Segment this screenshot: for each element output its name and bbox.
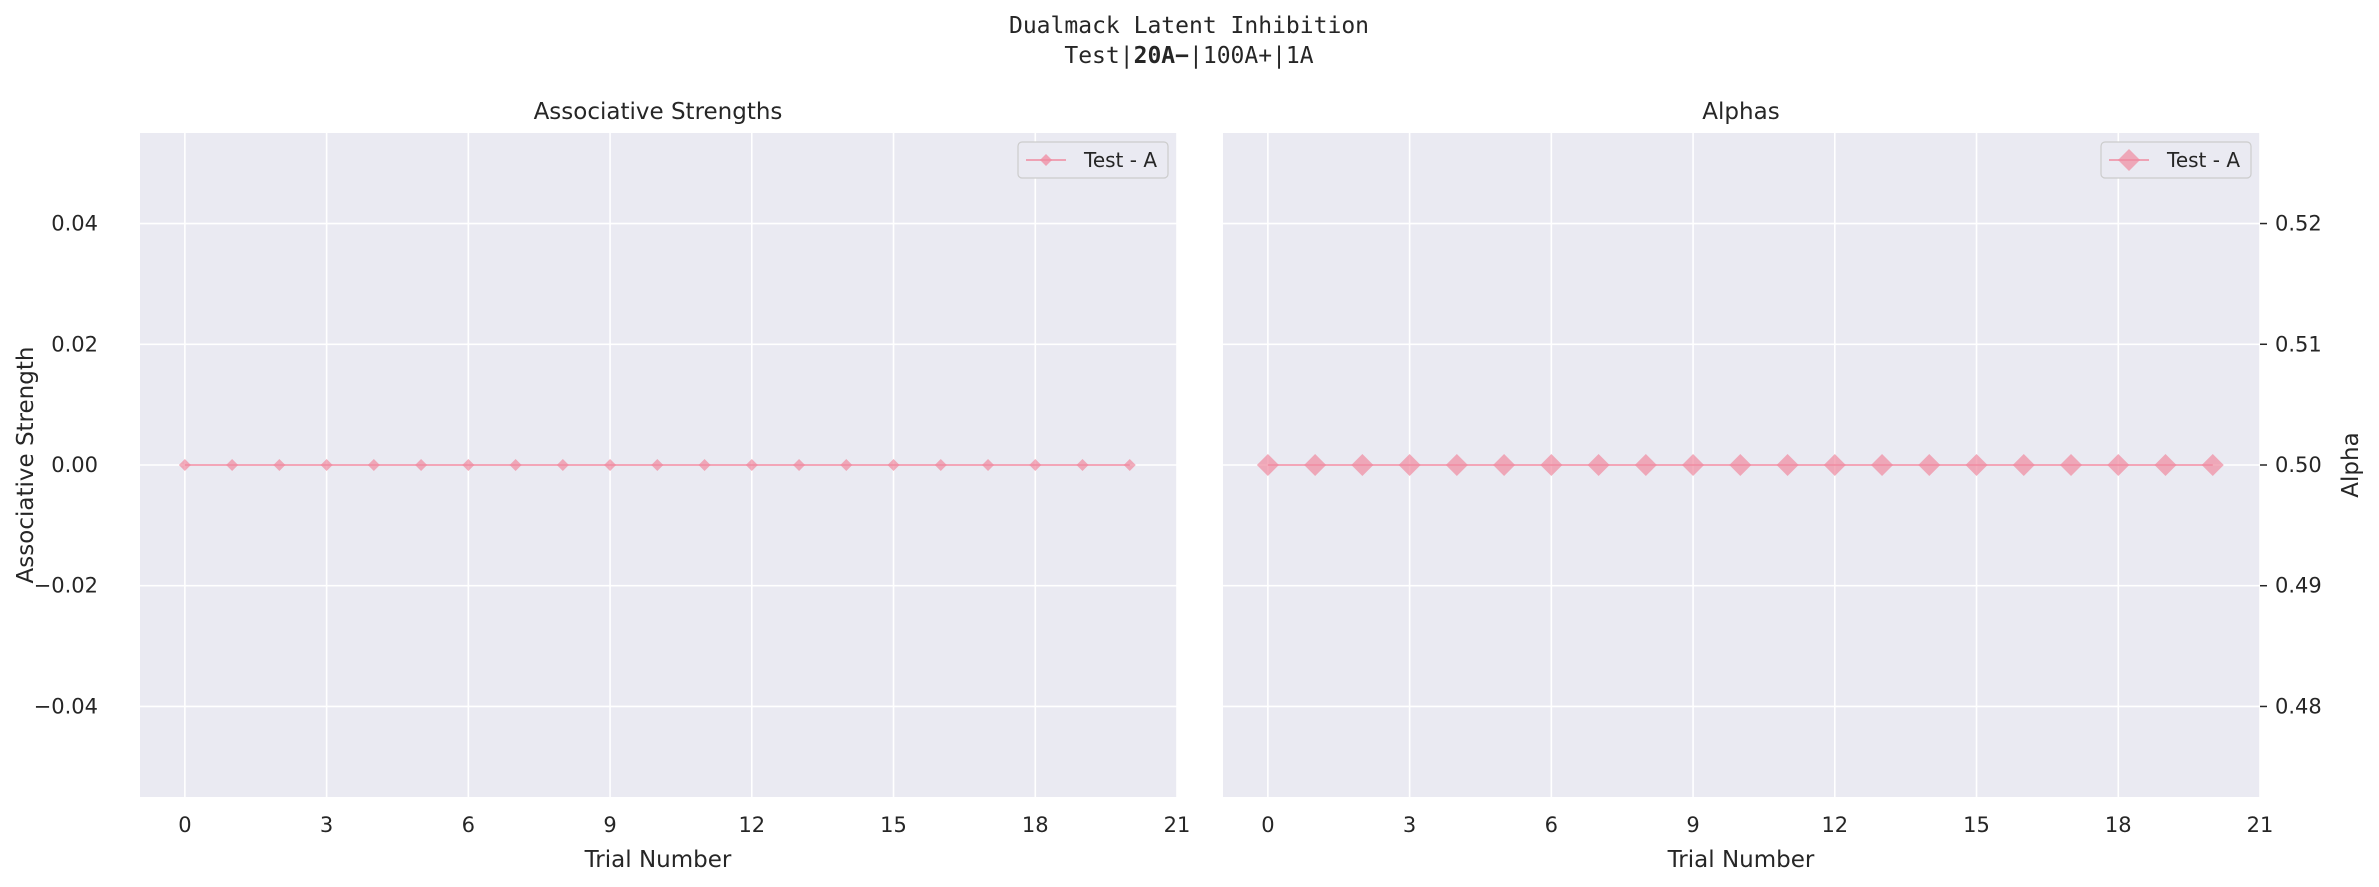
- data-point-diamond: [1445, 454, 1468, 476]
- y-tick-label: 0.49: [2275, 574, 2322, 598]
- data-point-diamond: [2012, 454, 2035, 476]
- x-tick-label: 3: [320, 813, 333, 837]
- data-point-diamond: [982, 459, 995, 471]
- x-tick-label: 15: [880, 813, 907, 837]
- y-tick-label: 0.50: [2275, 453, 2322, 477]
- panel-title: Associative Strengths: [534, 99, 783, 125]
- data-point-diamond: [2201, 454, 2224, 476]
- data-point-diamond: [2107, 454, 2130, 476]
- series-layer: [178, 459, 1136, 471]
- legend-label: Test - A: [2166, 148, 2240, 172]
- data-point-diamond: [887, 459, 900, 471]
- data-point-diamond: [1398, 454, 1421, 476]
- figure-title-suffix: |100A+|1A: [1189, 43, 1314, 69]
- x-tick-label: 0: [1261, 813, 1274, 837]
- x-tick-label: 18: [2105, 813, 2132, 837]
- data-point-diamond: [1587, 454, 1610, 476]
- data-point-diamond: [556, 459, 569, 471]
- data-point-diamond: [934, 459, 947, 471]
- x-tick-labels: 0 3 6 9 12 15 18 21: [1261, 813, 2273, 837]
- alphas-panel: 0 3 6 9 12 15 18 21 0.48 0.49 0.50 0.51 0.52 Alphas…: [1223, 99, 2364, 873]
- x-tick-label: 15: [1963, 813, 1990, 837]
- legend-marker-diamond-icon: [2118, 149, 2140, 171]
- data-point-diamond: [1682, 454, 1705, 476]
- data-point-diamond: [604, 459, 617, 471]
- x-tick-label: 12: [738, 813, 765, 837]
- data-point-diamond: [1918, 454, 1941, 476]
- data-point-diamond: [1123, 459, 1136, 471]
- data-point-diamond: [1776, 454, 1799, 476]
- x-tick-label: 9: [603, 813, 616, 837]
- data-point-diamond: [1076, 459, 1089, 471]
- data-point-diamond: [840, 459, 853, 471]
- data-point-diamond: [178, 459, 191, 471]
- x-axis-label: Trial Number: [1667, 847, 1815, 873]
- x-tick-label: 18: [1022, 813, 1049, 837]
- y-tick-label: 0.02: [51, 332, 98, 356]
- x-tick-label: 3: [1403, 813, 1416, 837]
- data-point-diamond: [1540, 454, 1563, 476]
- data-point-diamond: [1823, 454, 1846, 476]
- legend-box: [1017, 141, 1169, 179]
- y-axis-label: Associative Strength: [13, 347, 39, 584]
- associative-strengths-panel: 0 3 6 9 12 15 18 21 −0.04 −0.02 0.00 0.02 0.04 Asso…: [13, 99, 1190, 873]
- legend-box: [2100, 141, 2252, 179]
- data-point-diamond: [793, 459, 806, 471]
- data-point-diamond: [1304, 454, 1327, 476]
- y-tick-label: 0.00: [51, 453, 98, 477]
- data-point-diamond: [226, 459, 239, 471]
- data-point-diamond: [1029, 459, 1042, 471]
- x-tick-label: 21: [2247, 813, 2274, 837]
- y-tick-label: 0.48: [2275, 694, 2322, 718]
- legend-label: Test - A: [1083, 148, 1157, 172]
- y-tick-label: −0.02: [34, 574, 98, 598]
- x-tick-label: 21: [1164, 813, 1191, 837]
- data-point-diamond: [273, 459, 286, 471]
- x-tick-label: 12: [1821, 813, 1848, 837]
- series-layer: [1256, 454, 2224, 476]
- data-point-diamond: [1729, 454, 1752, 476]
- y-axis-label: Alpha: [2338, 432, 2364, 497]
- y-tick-labels: −0.04 −0.02 0.00 0.02 0.04: [34, 212, 98, 719]
- data-point-diamond: [698, 459, 711, 471]
- data-point-diamond: [509, 459, 522, 471]
- x-tick-labels: 0 3 6 9 12 15 18 21: [178, 813, 1190, 837]
- x-tick-label: 6: [1545, 813, 1558, 837]
- data-point-diamond: [1871, 454, 1894, 476]
- panel-title: Alphas: [1702, 99, 1779, 125]
- y-tick-label: −0.04: [34, 694, 98, 718]
- data-point-diamond: [1493, 454, 1516, 476]
- figure-title-prefix: Test|: [1064, 43, 1133, 69]
- data-point-diamond: [367, 459, 380, 471]
- figure-title-bold: 20A−: [1134, 43, 1190, 69]
- y-tick-label: 0.51: [2275, 332, 2322, 356]
- data-point-diamond: [1256, 454, 1279, 476]
- y-tick-label: 0.52: [2275, 212, 2322, 236]
- data-point-diamond: [415, 459, 428, 471]
- legend: Test - A: [2100, 141, 2252, 179]
- x-tick-label: 9: [1686, 813, 1699, 837]
- legend: Test - A: [1017, 141, 1169, 179]
- data-point-diamond: [745, 459, 758, 471]
- x-axis-label: Trial Number: [584, 847, 732, 873]
- x-tick-label: 6: [462, 813, 475, 837]
- y-tick-labels: 0.48 0.49 0.50 0.51 0.52: [2260, 212, 2322, 718]
- data-point-diamond: [2154, 454, 2177, 476]
- y-tick-label: 0.04: [51, 212, 98, 236]
- data-point-diamond: [320, 459, 333, 471]
- data-point-diamond: [651, 459, 664, 471]
- figure-title-line1: Dualmack Latent Inhibition: [1009, 13, 1369, 39]
- x-tick-label: 0: [178, 813, 191, 837]
- data-point-diamond: [2060, 454, 2083, 476]
- data-point-diamond: [1351, 454, 1374, 476]
- data-point-diamond: [462, 459, 475, 471]
- data-point-diamond: [1634, 454, 1657, 476]
- data-point-diamond: [1965, 454, 1988, 476]
- figure-title-line2: Test|20A−|100A+|1A: [1064, 43, 1313, 69]
- legend-marker-diamond-icon: [1040, 154, 1052, 166]
